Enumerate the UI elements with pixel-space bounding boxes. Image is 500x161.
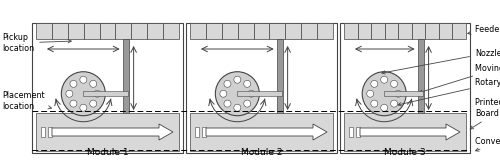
Bar [222, 23, 238, 39]
Polygon shape [52, 124, 173, 140]
Bar [100, 23, 116, 39]
Circle shape [90, 80, 96, 87]
Bar [132, 23, 147, 39]
Bar [344, 113, 466, 151]
Circle shape [224, 100, 231, 107]
Bar [384, 91, 422, 96]
Bar [358, 23, 371, 39]
Bar [238, 91, 282, 96]
Circle shape [394, 90, 402, 97]
Bar [317, 23, 333, 39]
Text: Placement
location: Placement location [2, 91, 51, 111]
Bar [195, 127, 199, 137]
Bar [32, 23, 183, 153]
Circle shape [371, 100, 378, 107]
Text: Module 1: Module 1 [86, 148, 128, 157]
Bar [344, 23, 358, 39]
Bar [52, 23, 68, 39]
Polygon shape [206, 124, 327, 140]
Circle shape [66, 90, 73, 97]
Bar [349, 127, 353, 137]
Bar [426, 23, 439, 39]
Text: Rotary head: Rotary head [398, 77, 500, 106]
Bar [398, 23, 412, 39]
Text: Module 3: Module 3 [384, 148, 426, 157]
Text: Nozzle: Nozzle [382, 48, 500, 74]
Circle shape [366, 90, 374, 97]
Bar [412, 23, 426, 39]
Circle shape [234, 104, 241, 111]
Bar [122, 39, 128, 151]
Circle shape [380, 76, 388, 83]
Circle shape [70, 80, 77, 87]
Circle shape [62, 72, 106, 116]
Circle shape [248, 90, 255, 97]
Bar [163, 23, 179, 39]
Text: Feeder unit: Feeder unit [468, 24, 500, 35]
Bar [340, 23, 470, 153]
Circle shape [224, 80, 231, 87]
Circle shape [94, 90, 101, 97]
Circle shape [80, 76, 87, 83]
Bar [452, 23, 466, 39]
Circle shape [70, 100, 77, 107]
Bar [270, 23, 285, 39]
Bar [439, 23, 452, 39]
Bar [116, 23, 132, 39]
Text: Pickup
location: Pickup location [2, 33, 71, 53]
Bar [254, 23, 270, 39]
Bar [301, 23, 317, 39]
Bar [418, 39, 424, 151]
Bar [276, 39, 282, 151]
Bar [286, 23, 301, 39]
Bar [68, 23, 84, 39]
Bar [356, 127, 360, 137]
Bar [84, 91, 128, 96]
Bar [36, 23, 52, 39]
Bar [190, 23, 206, 39]
Text: Printed Circuit
Board: Printed Circuit Board [470, 98, 500, 129]
Text: Moving arm: Moving arm [419, 63, 500, 93]
Bar [147, 23, 163, 39]
Bar [202, 127, 206, 137]
Circle shape [371, 80, 378, 87]
Bar [186, 23, 337, 153]
Bar [36, 113, 179, 151]
Polygon shape [360, 124, 460, 140]
Circle shape [362, 72, 406, 116]
Circle shape [90, 100, 96, 107]
Bar [48, 127, 52, 137]
Circle shape [234, 76, 241, 83]
Circle shape [390, 80, 398, 87]
Bar [84, 23, 100, 39]
Bar [384, 23, 398, 39]
Circle shape [390, 100, 398, 107]
Bar [371, 23, 384, 39]
Circle shape [80, 104, 87, 111]
Bar [190, 113, 333, 151]
Bar [238, 23, 254, 39]
Circle shape [244, 80, 250, 87]
Bar [206, 23, 222, 39]
Text: Module 2: Module 2 [241, 148, 282, 157]
Circle shape [380, 104, 388, 111]
Circle shape [220, 90, 227, 97]
Circle shape [216, 72, 260, 116]
Circle shape [244, 100, 250, 107]
Bar [41, 127, 45, 137]
Text: Conveyor belt: Conveyor belt [475, 137, 500, 151]
